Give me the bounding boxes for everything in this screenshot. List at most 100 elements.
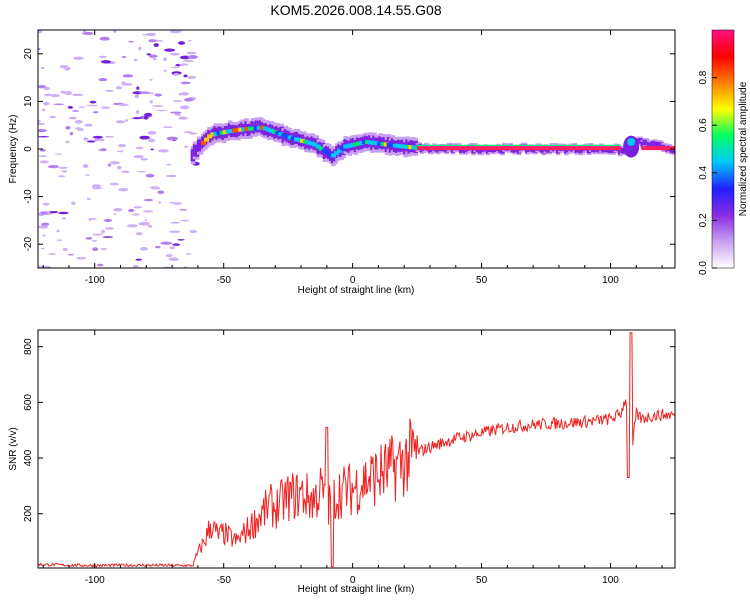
colorbar-ticks: 0.0 0.2 0.4 0.6 0.8	[698, 70, 717, 275]
noise-blob	[166, 136, 179, 141]
noise-blob	[169, 246, 176, 250]
colorbar: 0.0 0.2 0.4 0.6 0.8 Normalized spectral ampl…	[698, 29, 749, 275]
x-tick-label: 100	[602, 275, 619, 286]
noise-blob	[47, 165, 60, 169]
noise-blob	[109, 161, 120, 165]
x-tick-label: 100	[602, 575, 619, 586]
noise-blob	[105, 89, 114, 92]
noise-blob	[182, 59, 195, 63]
ridge-core	[374, 141, 380, 146]
noise-blob	[147, 224, 152, 228]
noise-blob	[58, 175, 66, 178]
x-tick-label: -50	[216, 275, 231, 286]
noise-blob	[84, 123, 93, 127]
noise-blob	[128, 40, 134, 43]
ridge-core	[361, 140, 367, 145]
ridge-edge-line	[417, 144, 621, 146]
noise-blob	[50, 94, 60, 98]
noise-blob	[88, 218, 97, 220]
noise-blob	[116, 165, 122, 170]
x-tick-label: 50	[476, 575, 488, 586]
x-tick-label: 50	[476, 275, 488, 286]
ridge-core	[225, 129, 231, 134]
snr-panel: -100 -50 0 50 100 200 400 600 800 Height of str…	[8, 329, 676, 595]
noise-blob	[92, 247, 99, 252]
noise-blob	[124, 119, 129, 122]
noise-blob	[173, 72, 179, 76]
noise-blob	[38, 135, 50, 138]
noise-blob	[42, 202, 50, 206]
noise-blob	[136, 86, 140, 90]
ridge-core	[259, 125, 265, 130]
ridge-blob	[623, 135, 640, 158]
noise-blob	[109, 182, 120, 186]
noise-blob	[61, 170, 68, 173]
noise-blob	[155, 109, 168, 112]
noise-blob	[169, 201, 176, 204]
noise-blob	[133, 206, 142, 209]
y-tick-label: 400	[23, 449, 34, 466]
noise-blob	[131, 117, 143, 120]
noise-blob	[92, 233, 104, 236]
ridge-peak-line	[641, 146, 675, 151]
noise-blob	[58, 166, 68, 169]
ridge-blob-core	[627, 137, 636, 146]
ridge-core	[399, 144, 405, 149]
noise-blob	[147, 131, 157, 135]
noise-blob	[64, 91, 73, 96]
ridge-core	[293, 137, 299, 142]
noise-blob	[92, 184, 98, 188]
noise-blob	[183, 74, 188, 78]
noise-blob	[92, 135, 103, 139]
noise-blob	[122, 74, 134, 78]
noise-blob	[161, 241, 173, 245]
ridge-core	[358, 140, 364, 145]
noise-blob	[150, 148, 154, 151]
ridge-core	[343, 144, 349, 149]
noise-blob	[152, 104, 164, 107]
ridge-core	[284, 134, 290, 139]
ridge-core	[386, 142, 392, 147]
ridge-core	[269, 128, 275, 133]
noise-blob	[98, 78, 108, 82]
noise-blob	[171, 71, 182, 75]
ridge-core	[414, 145, 420, 150]
colorbar-tick-label: 0.6	[698, 118, 709, 132]
noise-blob	[135, 110, 140, 114]
ridge-core	[300, 138, 306, 143]
noise-blob	[83, 137, 89, 141]
ridge-core	[228, 129, 234, 134]
noise-blob	[148, 54, 158, 58]
noise-blob	[133, 154, 144, 159]
noise-blob	[97, 149, 102, 152]
ridge-core	[232, 128, 237, 133]
ridge-core	[346, 143, 352, 148]
noise-blob	[93, 111, 99, 114]
noise-blob	[142, 33, 148, 36]
colorbar-gradient	[712, 30, 734, 268]
noise-blob	[42, 234, 46, 237]
noise-blob	[180, 81, 191, 85]
snr-frame	[37, 329, 676, 569]
noise-blob	[113, 213, 117, 215]
noise-blob	[179, 105, 190, 110]
noise-blob	[170, 221, 180, 224]
ridge-core	[296, 138, 302, 143]
noise-blob	[158, 149, 169, 153]
ridge-core	[411, 145, 417, 150]
noise-blob	[168, 230, 181, 234]
ridge-core	[235, 127, 241, 132]
ridge-core	[207, 134, 213, 139]
noise-blob	[38, 123, 46, 125]
noise-blob	[188, 132, 198, 135]
noise-blob	[170, 111, 182, 114]
spectrogram-marks	[38, 30, 675, 268]
noise-blob	[183, 145, 189, 148]
ridge-core	[216, 131, 222, 136]
noise-blob	[148, 138, 156, 143]
noise-blob	[48, 253, 57, 255]
ridge-core	[238, 127, 244, 132]
noise-blob	[146, 53, 152, 56]
ridge-core	[241, 127, 247, 132]
noise-blob	[152, 57, 157, 61]
